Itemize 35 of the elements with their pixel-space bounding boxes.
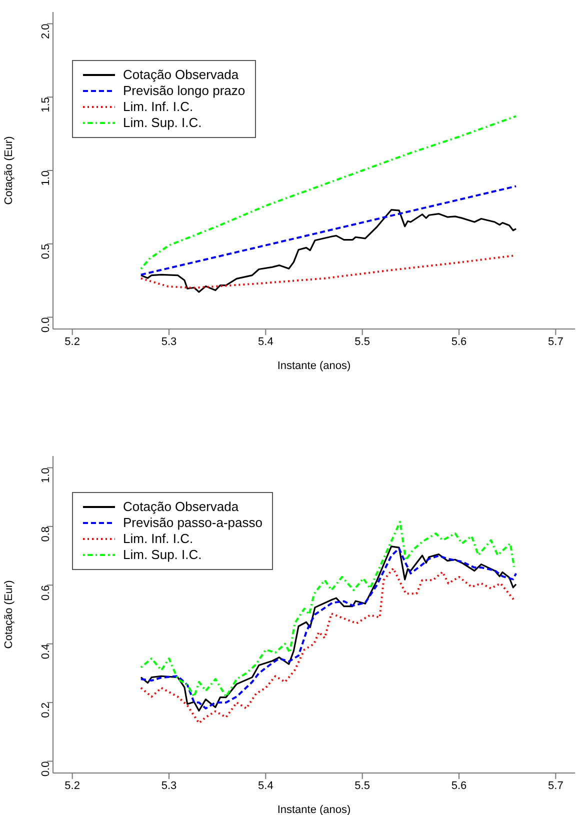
y-axis-title: Cotação (Eur) (2, 136, 15, 205)
x-axis-title: Instante (anos) (277, 804, 351, 815)
y-tick-label: 1.0 (40, 170, 52, 186)
y-axis-title: Cotação (Eur) (2, 580, 15, 649)
legend-label: Lim. Sup. I.C. (123, 115, 202, 131)
x-tick-label: 5.6 (451, 336, 467, 348)
x-tick-label: 5.3 (161, 336, 177, 348)
y-tick-label: 1.0 (40, 468, 52, 484)
legend-label: Previsão passo-a-passo (123, 515, 262, 531)
legend-label: Lim. Inf. I.C. (123, 99, 194, 115)
x-tick-label: 5.2 (64, 336, 80, 348)
x-tick-label: 5.7 (548, 336, 564, 348)
y-tick-label: 0.0 (40, 317, 52, 333)
x-tick-label: 5.5 (354, 336, 370, 348)
x-tick-label: 5.3 (161, 780, 177, 792)
y-tick-label: 1.5 (40, 97, 52, 112)
y-tick-label: 0.2 (40, 702, 52, 718)
y-tick-label: 0.0 (40, 761, 52, 777)
legend-label: Lim. Inf. I.C. (123, 531, 194, 547)
y-tick-label: 0.6 (40, 585, 52, 600)
x-tick-label: 5.2 (64, 780, 80, 792)
legend-label: Lim. Sup. I.C. (123, 547, 202, 563)
legend-label: Cotação Observada (123, 67, 239, 83)
legend-label: Previsão longo prazo (123, 83, 246, 99)
x-tick-label: 5.5 (354, 780, 370, 792)
x-tick-label: 5.4 (258, 780, 274, 792)
y-tick-label: 2.0 (40, 24, 52, 40)
y-tick-label: 0.8 (40, 526, 52, 542)
y-tick-label: 0.4 (40, 644, 52, 660)
x-tick-label: 5.6 (451, 780, 467, 792)
x-axis-title: Instante (anos) (277, 360, 351, 372)
x-tick-label: 5.7 (548, 780, 564, 792)
y-tick-label: 0.5 (40, 244, 52, 260)
legend-label: Cotação Observada (123, 499, 239, 515)
x-tick-label: 5.4 (258, 336, 274, 348)
